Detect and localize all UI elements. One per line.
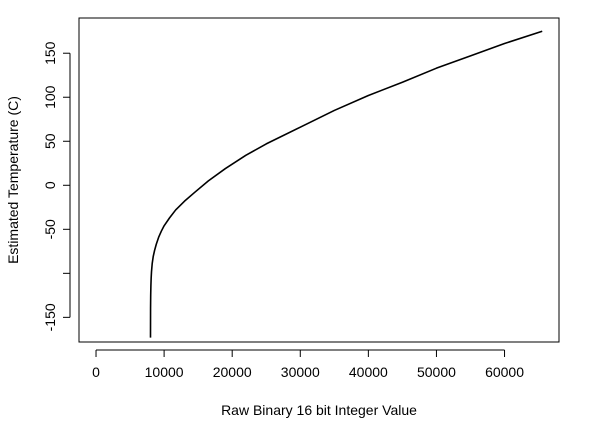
x-tick-label: 10000 — [145, 364, 184, 380]
series-line — [149, 30, 543, 338]
y-tick-label: 50 — [42, 133, 58, 149]
plot-frame — [78, 17, 560, 343]
y-tick-label: 150 — [42, 41, 58, 65]
series-layer — [149, 30, 543, 338]
x-tick-label: 20000 — [213, 364, 252, 380]
x-tick-label: 0 — [92, 364, 100, 380]
x-tick-label: 40000 — [349, 364, 388, 380]
x-axis: 0 10000 20000 30000 40000 50000 60000 — [92, 349, 524, 380]
y-tick-label: -150 — [42, 303, 58, 331]
y-axis-title: Estimated Temperature (C) — [5, 96, 21, 264]
x-tick-label: 30000 — [281, 364, 320, 380]
x-tick-label: 50000 — [417, 364, 456, 380]
x-axis-title: Raw Binary 16 bit Integer Value — [221, 402, 417, 418]
y-tick-label: 100 — [42, 85, 58, 109]
y-axis: -150 -50 0 50 100 150 — [42, 41, 71, 331]
y-tick-label: 0 — [42, 181, 58, 189]
y-tick-label: -50 — [42, 219, 58, 239]
x-tick-label: 60000 — [485, 364, 524, 380]
